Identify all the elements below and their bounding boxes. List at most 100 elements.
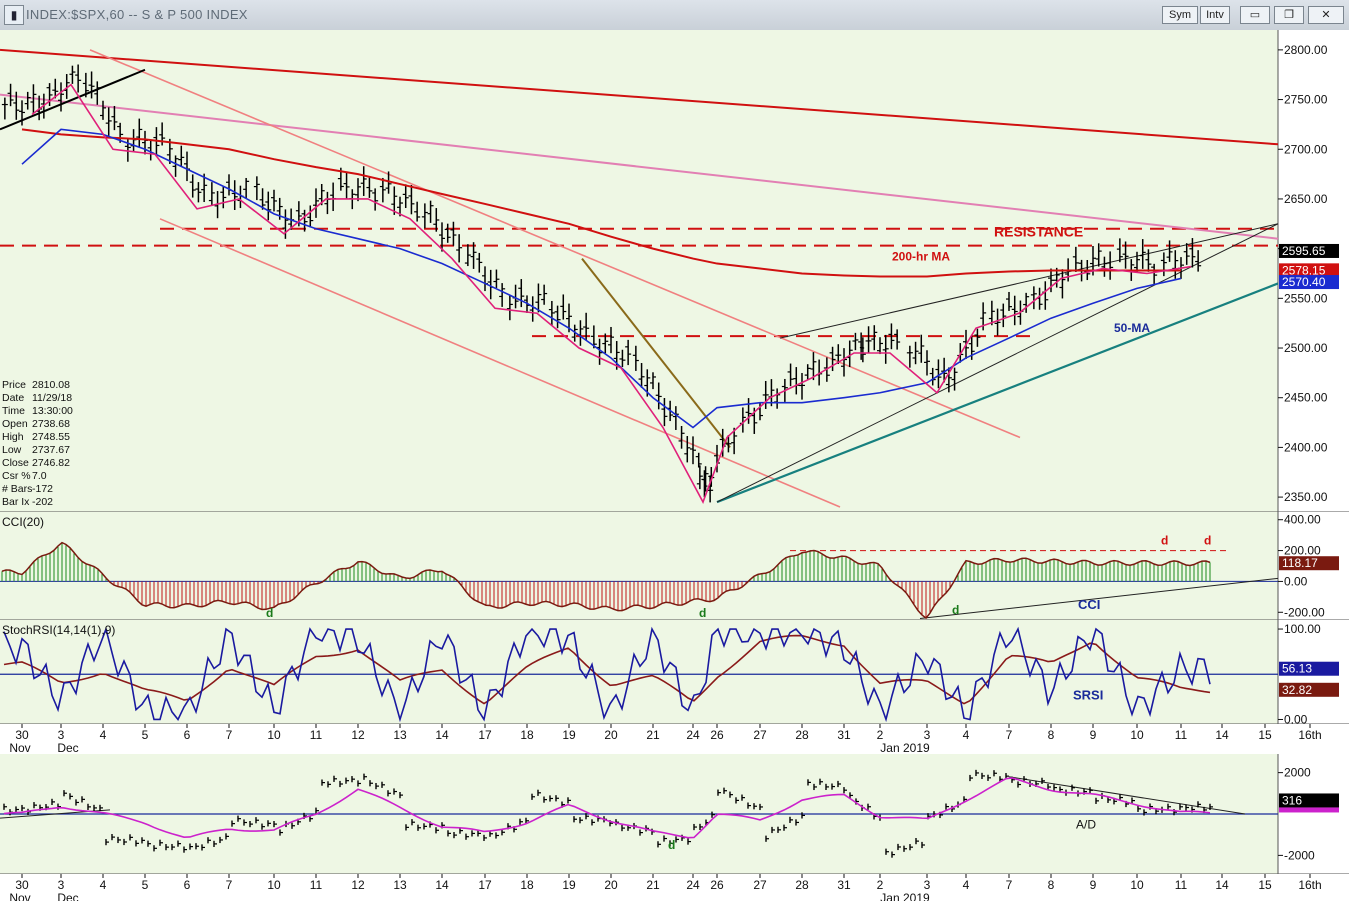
x-tick-label: 8 — [1048, 878, 1055, 892]
ad-average-line — [3, 777, 1211, 839]
y-tick-label: 2800.00 — [1284, 43, 1328, 57]
srsi-label: SRSI — [1073, 688, 1103, 703]
ad-last-badge — [1279, 793, 1339, 808]
x-tick-label: 2 — [877, 878, 884, 892]
x-month-label: Jan 2019 — [880, 891, 930, 901]
info-key: Open — [2, 418, 28, 430]
x-tick-label: 21 — [646, 878, 660, 892]
x-tick-label: 13 — [393, 878, 407, 892]
trendline-olive — [581, 257, 731, 449]
x-month-label: Nov — [9, 741, 30, 755]
x-tick-label: 12 — [351, 728, 365, 742]
last-value-text: 2578.15 — [1282, 263, 1326, 277]
trendline-pink — [0, 93, 1279, 240]
restore-button[interactable]: ❐ — [1274, 6, 1304, 24]
sym-button[interactable]: Sym — [1162, 6, 1198, 24]
y-tick-label: 0.00 — [1284, 574, 1308, 588]
pane-srsi[interactable] — [0, 620, 1278, 724]
x-tick-label: 31 — [837, 728, 851, 742]
x-tick-label: 30 — [15, 878, 29, 892]
y-tick-label: 2550.00 — [1284, 291, 1328, 305]
x-tick-label: 2 — [877, 728, 884, 742]
cci-last-badge — [1279, 556, 1339, 571]
last-value-badge — [1279, 275, 1339, 290]
x-tick-label: 20 — [604, 878, 618, 892]
x-tick-label: 18 — [520, 878, 534, 892]
cci-histogram — [1, 542, 1211, 619]
ma-50-line — [21, 128, 1182, 429]
close-button[interactable]: ✕ — [1308, 6, 1344, 24]
last-value-text: 2595.65 — [1282, 244, 1326, 258]
x-tick-label: 28 — [795, 728, 809, 742]
cci-divergence-label: d — [266, 606, 273, 620]
info-value: -202 — [32, 496, 53, 508]
x-tick-label: 14 — [435, 878, 449, 892]
x-tick-label: 7 — [1006, 878, 1013, 892]
y-tick-label: 2500.00 — [1284, 341, 1328, 355]
x-tick-label: 10 — [1130, 878, 1144, 892]
srsi-last-value: 56.13 — [1282, 662, 1312, 676]
ma-short-line — [31, 83, 1192, 505]
y-tick-label: 400.00 — [1284, 513, 1321, 527]
x-tick-label: 30 — [15, 728, 29, 742]
info-value: 7.0 — [32, 470, 47, 482]
x-axis-strip — [0, 874, 1349, 901]
cci-divergence-label: d — [699, 606, 706, 620]
trendline-thin-black — [716, 223, 1279, 503]
cci-divergence-label: d — [1161, 533, 1168, 547]
srsi-signal-last-badge — [1279, 682, 1339, 697]
y-tick-label: 2350.00 — [1284, 490, 1328, 504]
bar-chart-icon[interactable]: ▮ — [4, 5, 24, 25]
minimize-button[interactable]: ▭ — [1240, 6, 1270, 24]
ma-50-label: 50-MA — [1114, 321, 1150, 335]
info-key: Bar Ix — [2, 496, 30, 508]
trendline-teal — [716, 282, 1279, 504]
x-tick-label: 17 — [478, 878, 492, 892]
trendline-red-long — [0, 48, 1279, 146]
intv-button[interactable]: Intv — [1200, 6, 1230, 24]
ad-label: A/D — [1076, 817, 1096, 831]
x-tick-label: 11 — [1175, 878, 1188, 892]
x-tick-label: 3 — [924, 728, 931, 742]
info-key: Price — [2, 379, 26, 391]
x-tick-label: 5 — [142, 728, 149, 742]
x-tick-label: 31 — [837, 878, 851, 892]
trendline-thin-black — [779, 223, 1279, 339]
info-value: 2810.08 — [32, 379, 70, 391]
x-tick-label: 7 — [226, 728, 233, 742]
y-tick-label: 200.00 — [1284, 544, 1321, 558]
y-tick-label: 2400.00 — [1284, 440, 1328, 454]
x-tick-label: 8 — [1048, 728, 1055, 742]
cci-title: CCI(20) — [2, 515, 44, 529]
trendline-salmon-lower — [159, 218, 841, 508]
x-tick-label: 21 — [646, 728, 660, 742]
y-tick-label: 2450.00 — [1284, 391, 1328, 405]
srsi-signal-line — [3, 634, 1211, 705]
x-tick-label: 11 — [310, 878, 323, 892]
x-tick-label: 14 — [1215, 878, 1229, 892]
title-bar: ▮ INDEX:$SPX,60 -- S & P 500 INDEX Sym I… — [0, 0, 1349, 31]
ma-200-line — [21, 128, 1181, 278]
x-tick-label: 10 — [1130, 728, 1144, 742]
x-tick-label: 24 — [686, 878, 700, 892]
x-tick-label: 27 — [753, 728, 767, 742]
ad-avg-last-badge — [1279, 807, 1339, 813]
info-key: # Bars — [2, 483, 32, 495]
x-tick-label: 4 — [963, 878, 970, 892]
window-title: INDEX:$SPX,60 -- S & P 500 INDEX — [26, 7, 248, 22]
x-tick-label: 15 — [1258, 728, 1272, 742]
resistance-label: RESISTANCE — [994, 224, 1083, 240]
y-tick-label: 2000 — [1284, 766, 1311, 780]
info-key: Low — [2, 444, 22, 456]
x-month-label: Dec — [57, 741, 78, 755]
info-key: Close — [2, 457, 29, 469]
cci-last-value: 118.17 — [1282, 556, 1318, 570]
price-bars — [1, 64, 1202, 503]
info-key: Date — [2, 392, 24, 404]
info-panel: Price 2810.08 Date 11/29/18 Time 13:30:00 Open… — [2, 379, 73, 508]
y-tick-label: -2000 — [1284, 848, 1315, 862]
x-tick-label: 9 — [1090, 878, 1097, 892]
ad-divergence-label: d — [668, 838, 675, 852]
info-value: 13:30:00 — [32, 405, 73, 417]
chart-area[interactable]: 2800.002750.002700.002650.002600.002550.… — [0, 30, 1349, 901]
